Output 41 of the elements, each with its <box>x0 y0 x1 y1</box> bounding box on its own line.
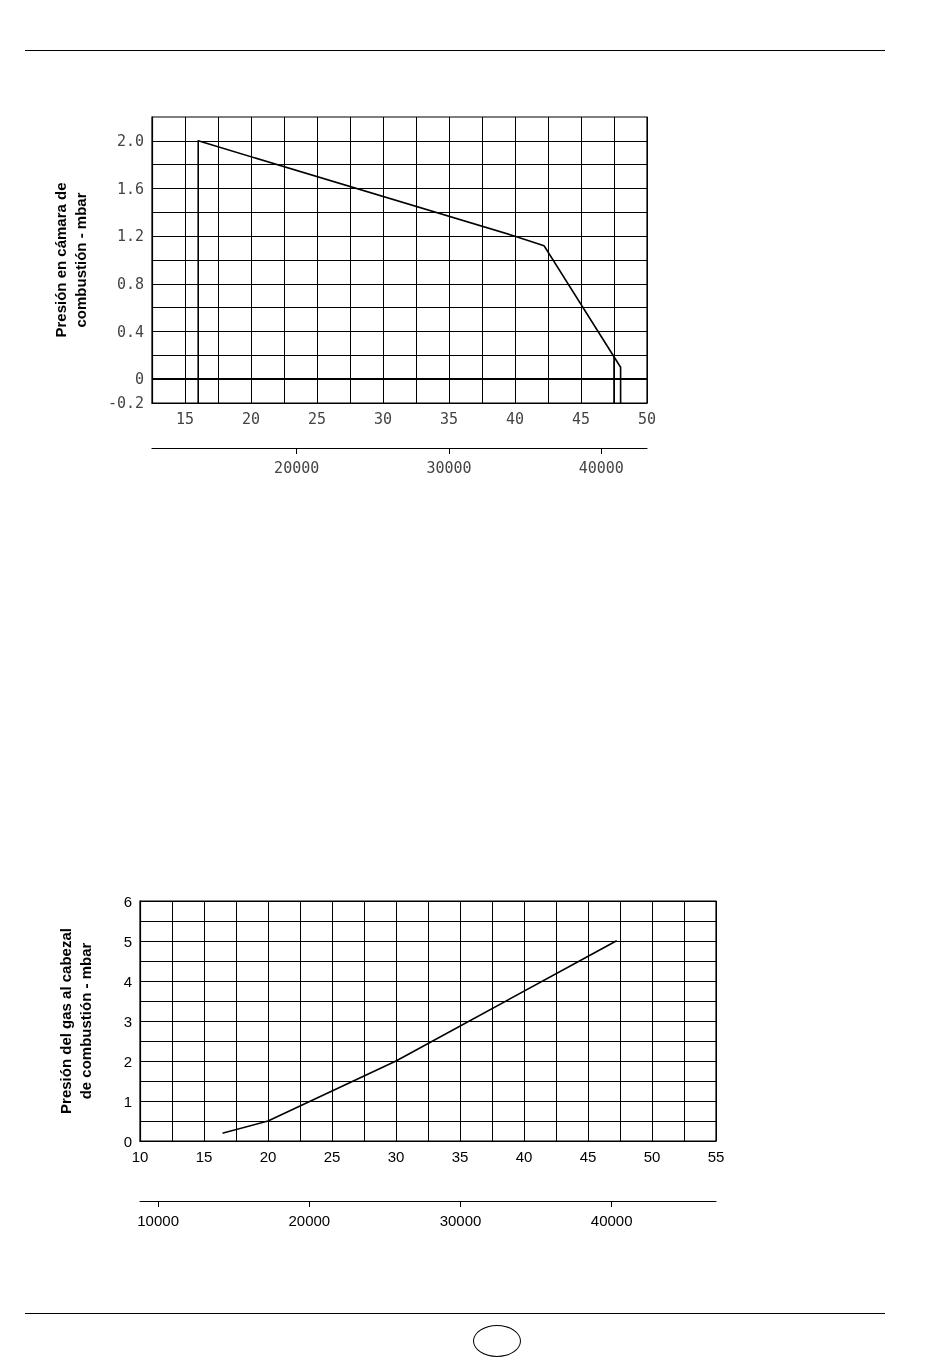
x-tick-label: 45 <box>579 1148 597 1165</box>
x-tick-label: 25 <box>307 409 327 428</box>
y-tick-label: 6 <box>123 892 132 910</box>
x-tick-label: 15 <box>195 1148 213 1165</box>
y-tick-label: 0.4 <box>116 322 144 341</box>
x-tick-label: 30 <box>373 409 393 428</box>
x-tick-label: 50 <box>643 1148 661 1165</box>
x-tick-label: 40 <box>505 409 525 428</box>
x-tick-label: 15 <box>175 409 195 428</box>
x2-tick-label: 40000 <box>578 458 624 477</box>
x-tick-label: 10 <box>131 1148 149 1165</box>
y-axis-title: Presión del gas al cabezal de combustión - mbar <box>56 928 94 1114</box>
y-tick-label: 1.6 <box>116 179 144 198</box>
x-tick-label: 35 <box>439 409 459 428</box>
x-tick-label: 45 <box>571 409 591 428</box>
x2-tick-label: 10000 <box>137 1212 179 1229</box>
x2-tick-label: 20000 <box>288 1212 331 1229</box>
y-tick-label: 0.8 <box>116 274 144 293</box>
x-tick-label: 20 <box>259 1148 277 1165</box>
x2-tick-label: 40000 <box>590 1212 633 1229</box>
y-tick-label: 2.0 <box>116 131 144 150</box>
x-tick-label: 35 <box>451 1148 469 1165</box>
x-tick-label: 50 <box>637 409 657 428</box>
y-tick-label: 4 <box>123 972 132 990</box>
x2-tick-label: 30000 <box>439 1212 482 1229</box>
x-tick-label: 30 <box>387 1148 405 1165</box>
x-tick-label: 40 <box>515 1148 533 1165</box>
y-tick-label: 1 <box>123 1092 132 1110</box>
x-tick-label: 55 <box>707 1148 725 1165</box>
y-axis-title: Presión en cámara de combustión - mbar <box>51 182 89 338</box>
y-tick-label: -0.2 <box>107 394 144 412</box>
y-tick-label: 0 <box>123 1132 132 1150</box>
x2-tick-label: 20000 <box>274 458 320 477</box>
y-tick-label: 2 <box>123 1052 132 1070</box>
y-tick-label: 1.2 <box>116 227 144 246</box>
x-tick-label: 25 <box>323 1148 341 1165</box>
y-tick-label: 3 <box>123 1012 132 1030</box>
x-tick-label: 20 <box>241 409 261 428</box>
y-tick-label: 0 <box>134 370 144 389</box>
x2-tick-label: 30000 <box>426 458 472 477</box>
y-tick-label: 5 <box>123 932 132 950</box>
